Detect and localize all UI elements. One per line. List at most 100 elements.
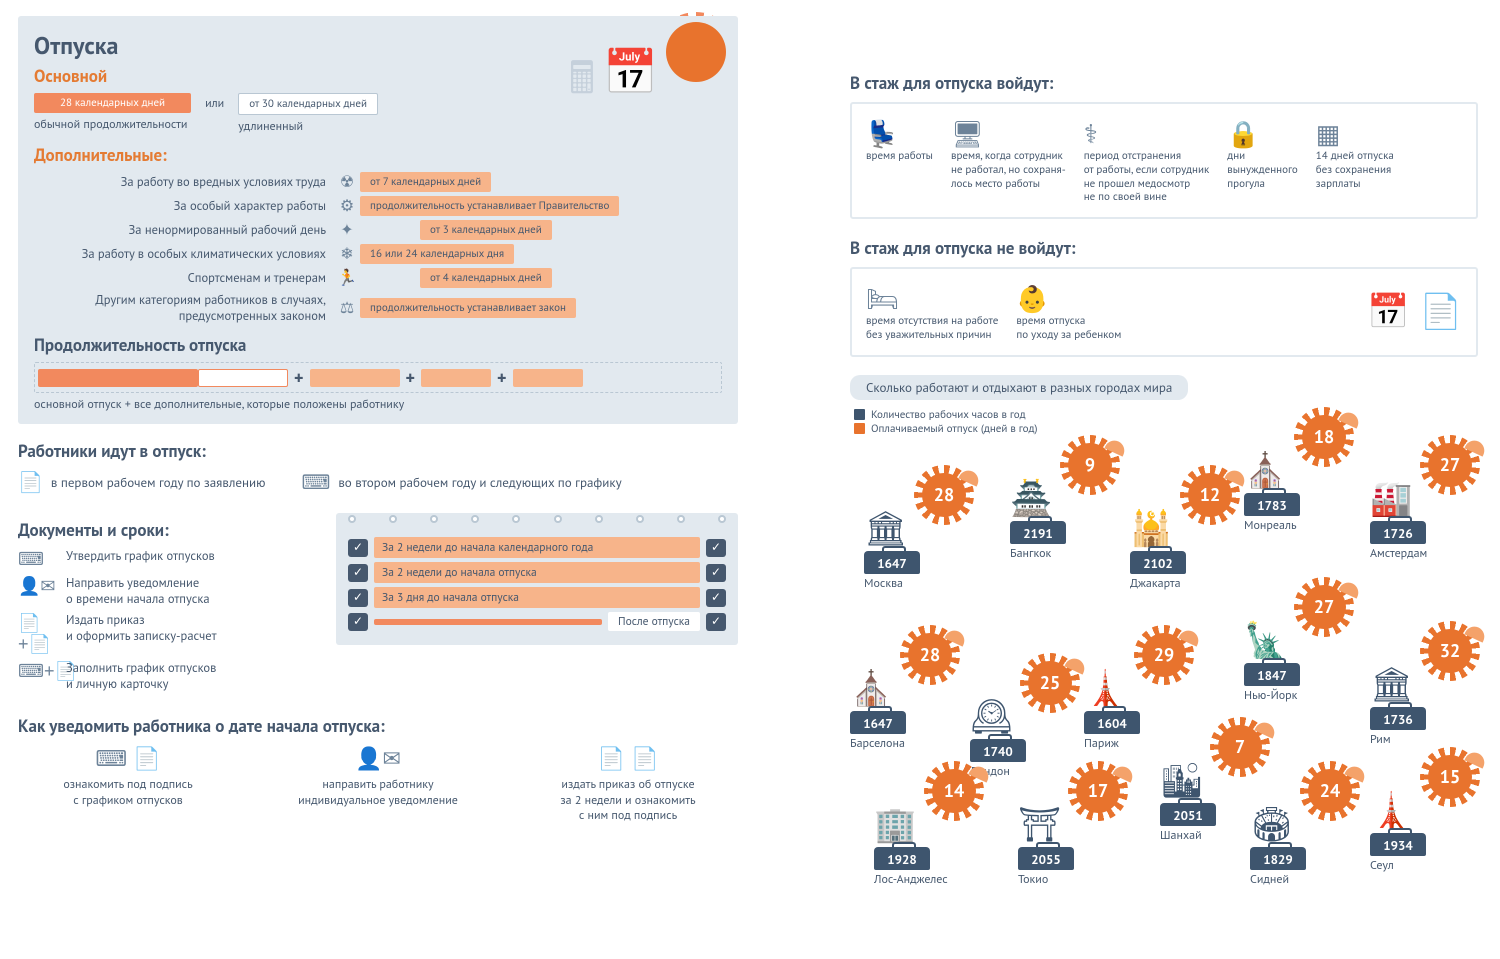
briefcase-hours: 2102 — [1130, 551, 1186, 574]
duration-bar: +++ — [34, 362, 722, 393]
schedule-bar: За 3 дня до начала отпуска — [374, 587, 700, 608]
doc-icon: 📄+📄 — [18, 613, 58, 655]
briefcase-hours: 1604 — [1084, 711, 1140, 734]
checkbox-icon: ✓ — [706, 564, 726, 582]
additional-icon: ⚙ — [334, 196, 360, 216]
stazh-item: 👶время отпускапо уходу за ребенком — [1016, 281, 1121, 343]
heading-included: В стаж для отпуска войдут: — [850, 72, 1478, 94]
briefcase-hours: 1829 — [1250, 847, 1306, 870]
legend-hours: Количество рабочих часов в год — [871, 408, 1026, 422]
checkbox-icon: ✓ — [706, 589, 726, 607]
city-map-legend: Количество рабочих часов в год Оплачивае… — [854, 408, 1478, 436]
legend-days: Оплачиваемый отпуск (дней в год) — [871, 422, 1038, 436]
additional-row: Спортсменам и тренерам🏃от 4 календарных … — [34, 268, 722, 288]
briefcase-hours: 2055 — [1018, 847, 1074, 870]
additional-row: За работу в особых климатических условия… — [34, 244, 722, 264]
additional-row: За ненормированный рабочий день✦от 3 кал… — [34, 220, 722, 240]
schedule-bar: За 2 недели до начала календарного года — [374, 537, 700, 558]
additional-pill: от 3 календарных дней — [420, 220, 552, 240]
panel-otpuska: 🖩📅 Отпуска Основной 28 календарных дней … — [18, 16, 738, 424]
city-item: 25🕰1740Лондон — [970, 681, 1080, 779]
city-item: 17⛩2055Токио — [1018, 789, 1128, 887]
stazh-text: период отстраненияот работы, если сотруд… — [1084, 150, 1210, 205]
additional-row: За работу во вредных условиях труда☢от 7… — [34, 172, 722, 192]
first-year-text: в первом рабочем году по заявлению — [51, 474, 266, 491]
notify-text: издать приказ об отпускеза 2 недели и оз… — [518, 777, 738, 824]
city-name: Нью-Йорк — [1244, 688, 1354, 703]
additional-icon: ⚖ — [334, 298, 360, 318]
stazh-item: ⚕период отстраненияот работы, если сотру… — [1084, 116, 1210, 205]
doc-items: ⌨Утвердить график отпусков 👤✉Направить ув… — [18, 549, 318, 693]
doc-text: Издать прикази оформить записку-расчет — [66, 613, 217, 644]
city-item: 28🏛1647Москва — [864, 493, 974, 591]
keyboard-icon: ⌨ — [301, 470, 330, 495]
city-item: 32🏛1736Рим — [1370, 649, 1480, 747]
city-name: Москва — [864, 576, 974, 591]
heading-go-on-leave: Работники идут в отпуск: — [18, 440, 738, 462]
doc-icon: ⌨ — [18, 549, 58, 570]
doc-row: ⌨Утвердить график отпусков — [18, 549, 318, 570]
city-name: Барселона — [850, 736, 960, 751]
additional-icon: ☢ — [334, 172, 360, 192]
additional-label: За особый характер работы — [34, 198, 334, 214]
schedule-row: ✓За 3 дня до начала отпуска✓ — [348, 587, 726, 608]
heading-duration-sum: Продолжительность отпуска — [34, 334, 722, 356]
heading-notify: Как уведомить работника о дате начала от… — [18, 715, 738, 737]
city-name: Джакарта — [1130, 576, 1240, 591]
document-icon: 📄 — [18, 470, 43, 495]
doc-icon: ⌨+📄 — [18, 661, 58, 682]
checkbox-icon: ✓ — [706, 539, 726, 557]
additional-row: Другим категориям работников в случаях,п… — [34, 292, 722, 324]
schedule-tag: После отпуска — [608, 612, 700, 631]
stazh-text: время отпускапо уходу за ребенком — [1016, 315, 1121, 343]
schedule-bar — [374, 619, 602, 625]
additional-label: За работу во вредных условиях труда — [34, 174, 334, 190]
notify-icon: 📄 📄 — [518, 745, 738, 774]
stazh-icon: ⚕ — [1084, 116, 1210, 150]
calendar-doc-icons: 📅📄 — [1367, 292, 1462, 332]
briefcase-hours: 1726 — [1370, 521, 1426, 544]
notify-item: 👤✉направить работникуиндивидуальное увед… — [268, 745, 488, 824]
stazh-icon: 💺 — [866, 116, 933, 150]
basic-or: или — [205, 93, 224, 111]
city-name: Бангкок — [1010, 546, 1120, 561]
city-item: 18⛪1783Монреаль — [1244, 435, 1354, 533]
doc-row: 👤✉Направить уведомлениео времени начала … — [18, 576, 318, 607]
doc-row: ⌨+📄Заполнить график отпускови личную кар… — [18, 661, 318, 692]
excluded-panel: 🛏время отсутствия на работебез уважитель… — [850, 267, 1478, 357]
notify-item: 📄 📄 издать приказ об отпускеза 2 недели и… — [518, 745, 738, 824]
calculator-calendar-icons: 🖩📅 — [569, 46, 658, 121]
notify-icon: 👤✉ — [268, 745, 488, 774]
city-item: 28⛪1647Барселона — [850, 653, 960, 751]
briefcase-hours: 1647 — [850, 711, 906, 734]
stazh-text: время отсутствия на работебез уважительн… — [866, 315, 998, 343]
schedule-panel: ✓ За 2 недели до начала календарного года… — [336, 513, 738, 645]
heading-additional: Дополнительные: — [34, 144, 722, 166]
briefcase-hours: 1847 — [1244, 663, 1300, 686]
city-name: Сеул — [1370, 858, 1480, 873]
extended-caption: удлиненный — [238, 119, 378, 134]
city-item: 12🕌2102Джакарта — [1130, 493, 1240, 591]
briefcase-hours: 1928 — [874, 847, 930, 870]
check-icon: ✓ — [348, 539, 368, 557]
duration-caption: основной отпуск + все дополнительные, ко… — [34, 397, 722, 412]
city-item: 14🏢1928Лос-Анджелес — [874, 789, 984, 887]
briefcase-hours: 2051 — [1160, 803, 1216, 826]
doc-icon: 👤✉ — [18, 576, 58, 597]
city-item: 27🏭1726Амстердам — [1370, 463, 1480, 561]
additional-row: За особый характер работы⚙продолжительно… — [34, 196, 722, 216]
city-map: Сколько работают и отдыхают в разных гор… — [850, 375, 1478, 903]
included-panel: 💺время работы🖥время, когда сотрудникне р… — [850, 102, 1478, 219]
city-item: 9🏯2191Бангкок — [1010, 463, 1120, 561]
stazh-text: время работы — [866, 150, 933, 164]
stazh-icon: 🔒 — [1227, 116, 1298, 150]
city-name: Амстердам — [1370, 546, 1480, 561]
stazh-icon: 🛏 — [866, 281, 998, 315]
additional-icon: 🏃 — [334, 268, 360, 288]
briefcase-hours: 1934 — [1370, 833, 1426, 856]
right-column: В стаж для отпуска войдут: 💺время работы… — [850, 72, 1478, 903]
briefcase-hours: 1736 — [1370, 707, 1426, 730]
stazh-item: 🛏время отсутствия на работебез уважитель… — [866, 281, 998, 343]
additional-pill: продолжительность устанавливает закон — [360, 298, 576, 318]
schedule-bar: За 2 недели до начала отпуска — [374, 562, 700, 583]
